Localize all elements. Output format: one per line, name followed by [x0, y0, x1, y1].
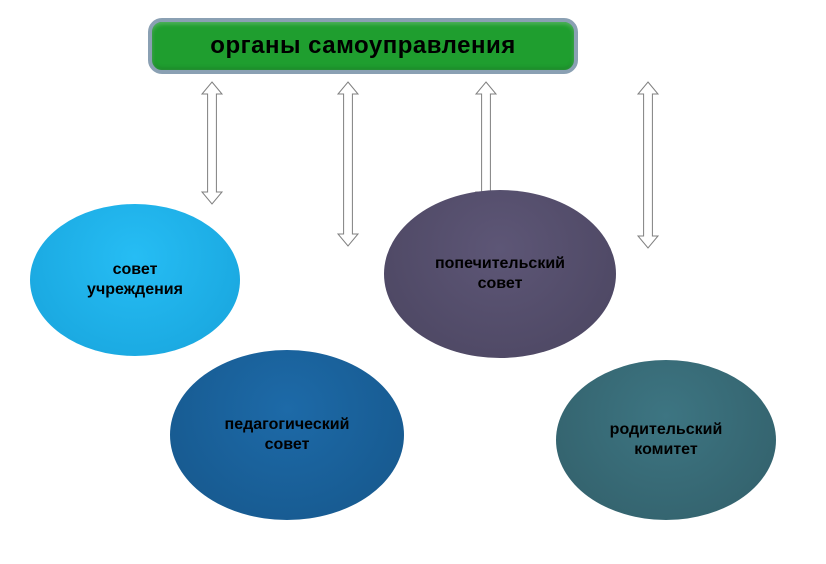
node-pedagogical-council: педагогический совет — [170, 350, 404, 520]
header-box: органы самоуправления — [148, 18, 578, 74]
double-arrow-icon — [476, 82, 496, 204]
double-arrow-icon — [338, 82, 358, 246]
node-institution-council-label: совет учреждения — [87, 260, 183, 300]
double-arrow-icon — [202, 82, 222, 204]
diagram-canvas: органы самоуправления совет учреждения по… — [0, 0, 826, 564]
node-pedagogical-council-label: педагогический совет — [225, 415, 350, 455]
node-institution-council: совет учреждения — [30, 204, 240, 356]
node-parent-committee: родительский комитет — [556, 360, 776, 520]
node-trustee-council-label: попечительский совет — [435, 254, 565, 294]
node-parent-committee-label: родительский комитет — [610, 420, 723, 460]
node-trustee-council: попечительский совет — [384, 190, 616, 358]
double-arrow-icon — [638, 82, 658, 248]
header-label: органы самоуправления — [210, 32, 515, 60]
